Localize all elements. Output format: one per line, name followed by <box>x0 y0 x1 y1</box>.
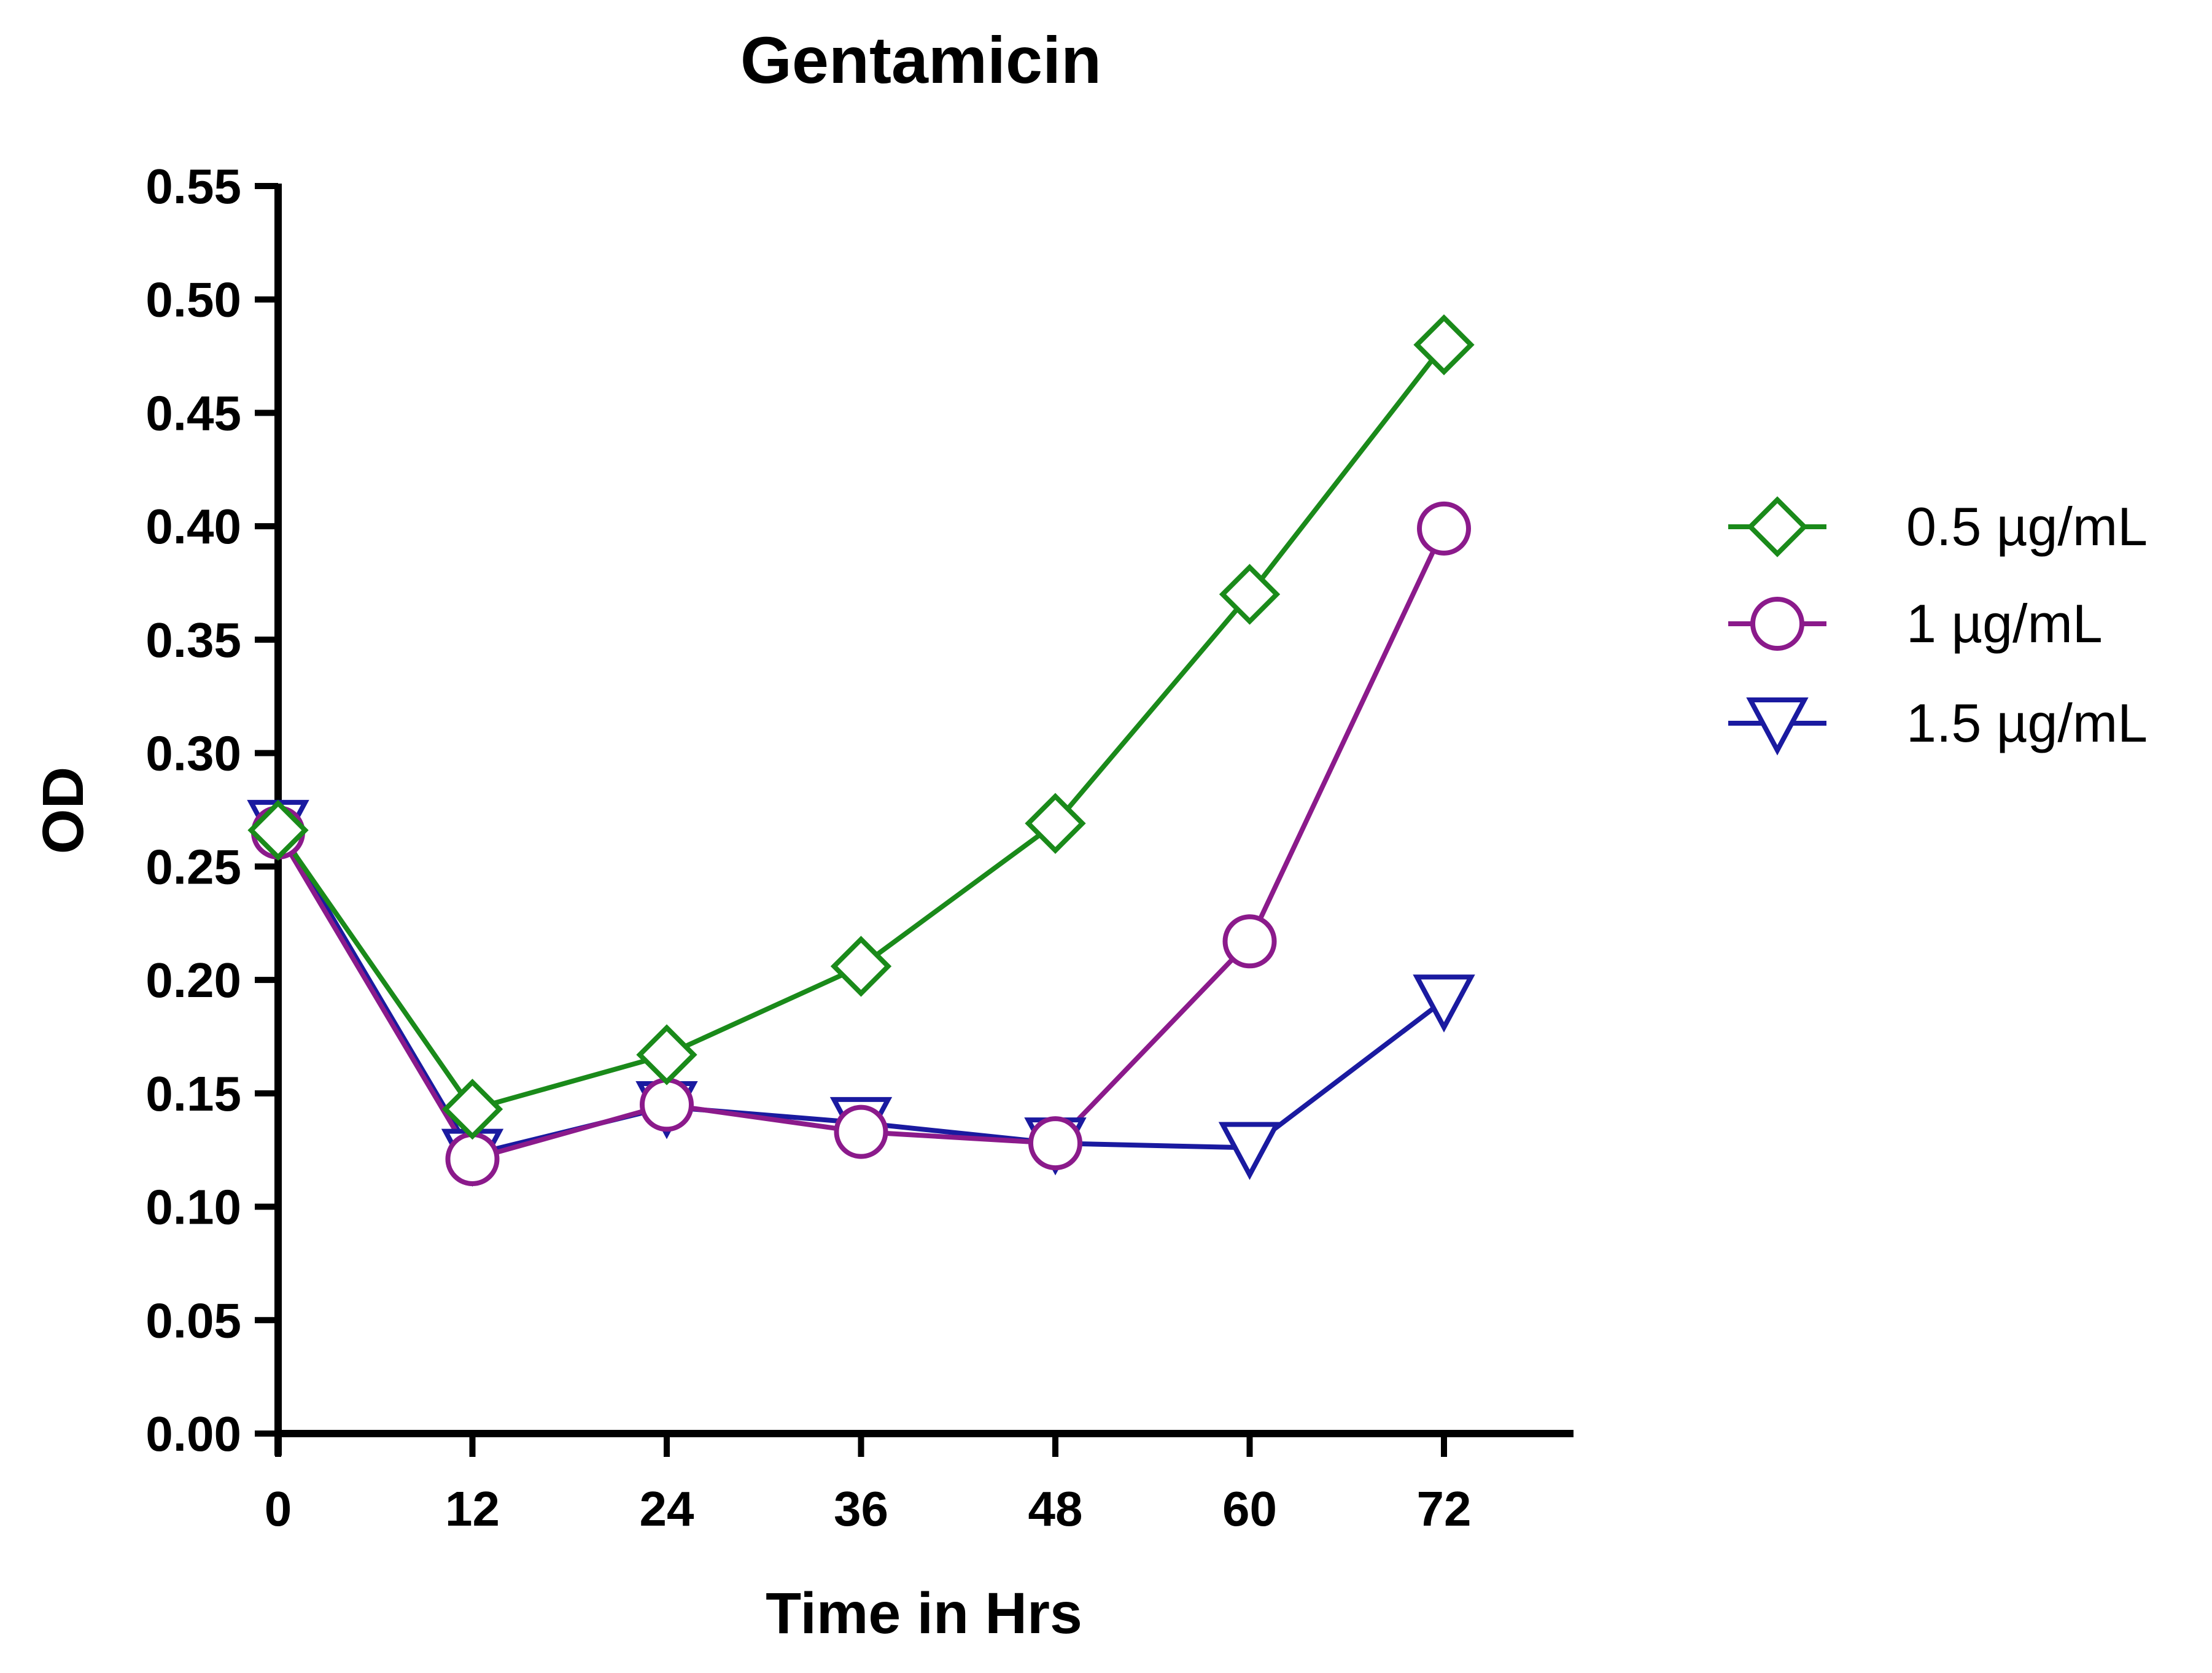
y-tick-label: 0.30 <box>146 726 241 781</box>
x-tick-label: 60 <box>1222 1481 1277 1536</box>
y-tick-label: 0.20 <box>146 953 241 1007</box>
y-tick-label: 0.40 <box>146 499 241 554</box>
x-tick-label: 0 <box>265 1481 292 1536</box>
y-tick-label: 0.50 <box>146 273 241 327</box>
data-point <box>1218 1122 1281 1180</box>
legend: 0.5 µg/mL 1 µg/mL 1.5 µg/mL <box>1728 496 2148 756</box>
x-axis-label: Time in Hrs <box>766 1581 1082 1646</box>
data-point <box>1219 564 1281 625</box>
data-point <box>1417 501 1471 556</box>
data-point <box>830 936 892 997</box>
data-point <box>1028 1116 1082 1171</box>
x-tick-label: 72 <box>1417 1481 1472 1536</box>
y-axis-label: OD <box>31 767 96 855</box>
plot-area <box>247 314 1475 1187</box>
y-tick-label: 0.25 <box>146 839 241 894</box>
x-tick-label: 36 <box>834 1481 888 1536</box>
data-point <box>834 1104 888 1159</box>
data-point <box>1025 793 1086 854</box>
data-point <box>640 1077 694 1132</box>
data-point <box>1222 914 1277 969</box>
legend-marker <box>1750 597 1804 651</box>
data-point <box>636 1024 697 1085</box>
legend-label: 0.5 µg/mL <box>1906 496 2148 557</box>
series-line <box>276 527 1446 1162</box>
y-tick-label: 0.35 <box>146 613 241 667</box>
data-point <box>247 799 309 861</box>
y-tick-label: 0.00 <box>146 1407 241 1461</box>
y-tick-label: 0.10 <box>146 1180 241 1235</box>
x-tick-label: 48 <box>1028 1481 1083 1536</box>
chart-title: Gentamicin <box>740 23 1101 97</box>
y-tick-label: 0.15 <box>146 1066 241 1121</box>
data-point <box>1413 314 1475 376</box>
legend-label: 1 µg/mL <box>1906 593 2103 654</box>
y-tick-label: 0.45 <box>146 386 241 440</box>
y-tick-label: 0.55 <box>146 159 241 214</box>
axes: 0.00 0.05 0.10 0.15 0.20 0.25 0.30 0.35 0.40 0.45… <box>146 159 1574 1536</box>
data-point <box>1413 974 1475 1033</box>
y-tick-label: 0.05 <box>146 1293 241 1348</box>
legend-label: 1.5 µg/mL <box>1906 693 2148 753</box>
legend-marker <box>1747 496 1808 557</box>
data-point <box>441 1079 503 1140</box>
data-point <box>445 1132 500 1186</box>
x-tick-label: 24 <box>640 1481 694 1536</box>
legend-marker <box>1746 697 1809 756</box>
x-tick-label: 12 <box>445 1481 500 1536</box>
